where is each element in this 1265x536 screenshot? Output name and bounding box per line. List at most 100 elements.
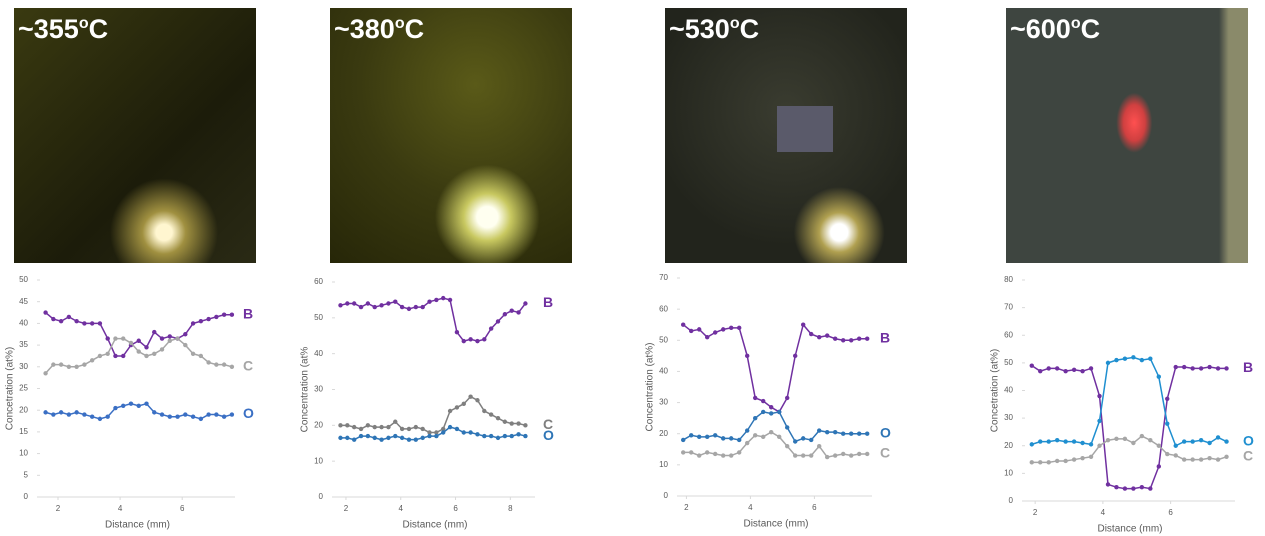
data-point <box>1046 366 1051 371</box>
y-axis-title: Concetration (at%) <box>990 349 1001 432</box>
data-point <box>825 333 830 338</box>
data-point <box>1114 436 1119 442</box>
data-point <box>516 421 521 426</box>
data-point <box>58 362 64 367</box>
data-point <box>128 340 134 346</box>
data-point <box>777 409 782 415</box>
data-point <box>427 299 432 304</box>
data-point <box>358 426 364 432</box>
data-point <box>502 433 508 439</box>
data-point <box>1198 366 1204 371</box>
data-point <box>175 414 180 419</box>
y-axis-title: Concentration (at%) <box>645 343 656 432</box>
data-point <box>351 424 357 430</box>
y-tick-label: 40 <box>1004 386 1013 395</box>
data-point <box>1165 451 1170 457</box>
data-point <box>495 319 501 324</box>
data-point <box>51 412 56 417</box>
data-point <box>475 432 480 437</box>
data-point <box>1165 396 1170 401</box>
data-point <box>1148 356 1153 361</box>
series-line <box>45 337 233 374</box>
x-tick-label: 2 <box>344 504 349 513</box>
x-tick-label: 2 <box>684 503 689 512</box>
legend-label: O <box>1243 432 1254 448</box>
data-point <box>221 362 227 367</box>
data-point <box>379 437 384 442</box>
data-point <box>865 451 870 457</box>
data-point <box>502 419 508 424</box>
data-point <box>817 443 822 449</box>
series-line <box>340 395 526 434</box>
data-point <box>705 450 710 455</box>
data-point <box>769 411 774 416</box>
data-point <box>509 308 514 313</box>
data-point <box>461 430 466 435</box>
data-point <box>206 316 211 322</box>
legend-label: B <box>880 329 890 345</box>
data-point <box>358 304 364 310</box>
data-point <box>721 327 726 332</box>
data-point <box>365 433 371 439</box>
x-axis-title: Distance (mm) <box>1097 524 1162 535</box>
data-point <box>1071 367 1077 372</box>
data-point <box>857 431 862 436</box>
legend-label: O <box>880 424 891 440</box>
data-point <box>1054 438 1060 443</box>
y-tick-label: 0 <box>24 492 29 501</box>
data-point <box>841 338 846 343</box>
data-point <box>495 435 501 441</box>
legend-label: B <box>243 305 253 321</box>
data-point <box>488 326 494 331</box>
y-tick-label: 0 <box>1009 496 1014 505</box>
data-point <box>338 435 343 441</box>
data-point <box>454 329 460 335</box>
data-point <box>488 433 494 439</box>
data-point <box>681 437 686 443</box>
data-point <box>468 430 473 435</box>
data-point <box>523 423 528 428</box>
data-point <box>817 334 822 340</box>
data-point <box>1029 363 1034 368</box>
data-point <box>865 431 870 436</box>
data-point <box>128 401 134 406</box>
data-point <box>152 351 157 356</box>
data-point <box>1122 436 1128 442</box>
data-point <box>461 401 466 407</box>
photo-label: ~600oC <box>1010 14 1101 44</box>
data-point <box>82 412 87 417</box>
data-point <box>1114 484 1119 490</box>
x-axis-title: Distance (mm) <box>105 520 170 531</box>
photo-label: ~530oC <box>669 14 760 44</box>
y-tick-label: 20 <box>1004 441 1013 450</box>
data-point <box>420 304 425 310</box>
data-point <box>1131 486 1136 491</box>
data-point <box>406 437 412 442</box>
series-line <box>340 297 527 342</box>
data-point <box>82 362 87 367</box>
data-point <box>697 434 702 440</box>
data-point <box>1131 355 1136 360</box>
data-point <box>753 433 758 438</box>
data-point <box>713 451 718 457</box>
data-point <box>705 334 710 340</box>
data-point <box>1165 421 1170 426</box>
y-tick-label: 10 <box>659 460 668 469</box>
data-point <box>190 351 196 356</box>
data-point <box>393 419 398 424</box>
data-point <box>427 430 432 435</box>
x-tick-label: 2 <box>56 504 61 513</box>
data-point <box>214 362 219 367</box>
data-point <box>159 347 165 352</box>
data-point <box>351 437 357 442</box>
data-point <box>697 327 702 332</box>
data-point <box>1139 484 1145 490</box>
data-point <box>214 314 219 320</box>
data-point <box>97 416 103 422</box>
data-point <box>769 429 774 435</box>
legend-label: B <box>1243 359 1253 375</box>
series-line <box>1031 435 1227 464</box>
data-point <box>406 426 412 432</box>
data-point <box>516 432 521 437</box>
x-tick-label: 4 <box>118 504 123 513</box>
